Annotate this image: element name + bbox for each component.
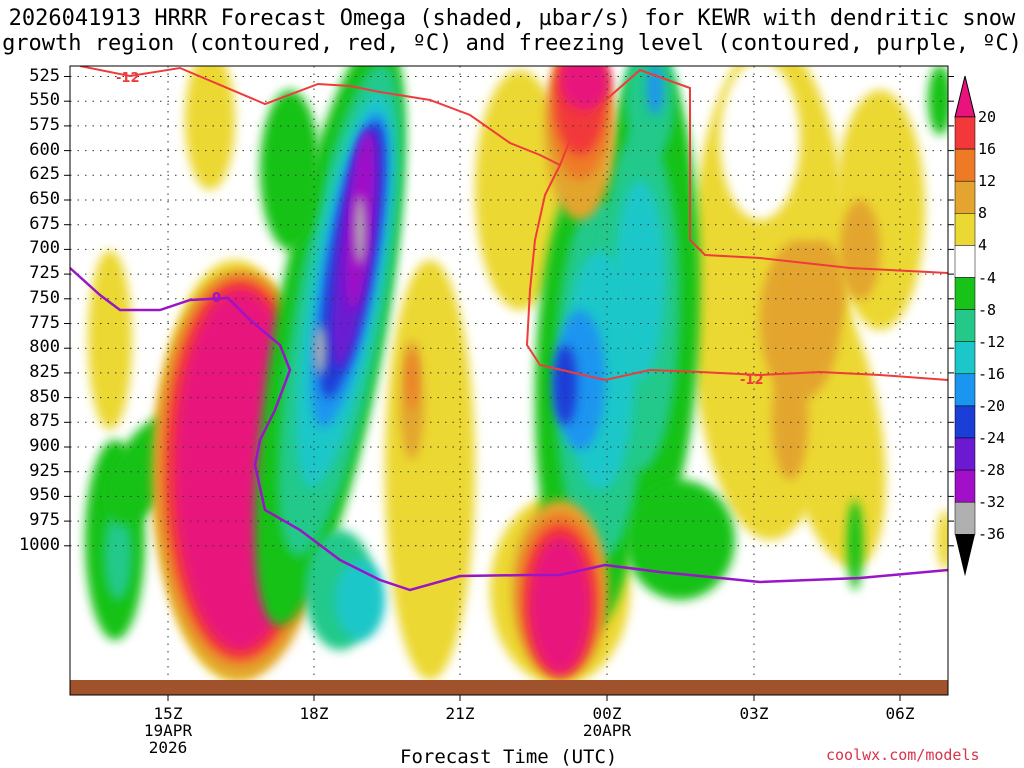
colorbar-label: 12 xyxy=(978,172,997,191)
omega-cell xyxy=(840,200,880,300)
y-tick-label: 750 xyxy=(29,287,60,308)
omega-cell xyxy=(185,66,235,190)
omega-cell xyxy=(647,66,663,115)
omega-cell xyxy=(104,510,132,600)
contour-lines xyxy=(70,66,948,592)
omega-max-cell xyxy=(530,537,590,673)
y-tick-label: 550 xyxy=(29,90,60,111)
omega-cell xyxy=(88,250,132,430)
dendritic-contour-label: -12 xyxy=(740,373,764,388)
x-tick-label: 21Z xyxy=(445,704,475,723)
dendritic-contour xyxy=(525,164,948,382)
colorbar-swatch xyxy=(954,373,976,407)
colorbar-label: 4 xyxy=(978,236,988,255)
title-line-1: 2026041913 HRRR Forecast Omega (shaded, … xyxy=(8,6,1016,31)
omega-shading xyxy=(85,66,948,685)
omega-cell xyxy=(625,480,735,600)
ground-surface xyxy=(70,680,948,695)
omega-cell xyxy=(937,510,948,570)
colorbar-label: 8 xyxy=(978,204,988,223)
omega-cell xyxy=(795,240,845,340)
y-tick-label: 700 xyxy=(29,238,60,259)
title-line-2: growth region (contoured, red, ºC) and f… xyxy=(2,31,1022,56)
y-tick-label: 650 xyxy=(29,189,60,209)
chart-title: 2026041913 HRRR Forecast Omega (shaded, … xyxy=(0,6,1024,56)
y-tick-label: 725 xyxy=(29,263,60,284)
y-tick-label: 675 xyxy=(29,213,60,234)
omega-cell xyxy=(928,66,948,135)
y-tick-label: 950 xyxy=(29,485,60,506)
colorbar-top-arrow xyxy=(954,75,976,118)
omega-cell xyxy=(335,560,385,640)
freezing-contour-label: 0 xyxy=(212,291,221,306)
dendritic-contour xyxy=(79,66,948,274)
plot-frame xyxy=(69,65,949,696)
y-tick-label: 975 xyxy=(29,510,60,531)
x-tick-label: 03Z xyxy=(739,704,769,723)
x-tick-date-label: 20APR xyxy=(582,721,632,740)
colorbar-label: 20 xyxy=(978,108,997,126)
colorbar-swatch xyxy=(954,405,976,439)
y-tick-label: 775 xyxy=(29,312,60,333)
colorbar-label: -16 xyxy=(978,364,1006,383)
dendritic-contour-label: -12 xyxy=(116,71,140,86)
omega-cell xyxy=(260,90,320,250)
omega-cell xyxy=(772,360,808,480)
omega-cell xyxy=(314,325,326,375)
colorbar-label: -20 xyxy=(978,396,1006,415)
x-tick-label: 15Z xyxy=(153,704,183,723)
y-tick-label: 575 xyxy=(29,114,60,135)
colorbar-swatch xyxy=(954,180,976,214)
y-tick-label: 625 xyxy=(29,164,60,185)
x-tick-label: 00Z xyxy=(592,704,622,723)
colorbar-label: -28 xyxy=(978,461,1006,480)
axis-ticks xyxy=(64,76,954,701)
colorbar-swatch xyxy=(954,213,976,246)
colorbar-label: -8 xyxy=(978,300,997,319)
colorbar-swatch xyxy=(954,501,976,535)
colorbar-swatch xyxy=(954,469,976,503)
y-tick-label: 900 xyxy=(29,436,60,456)
colorbar-label: -32 xyxy=(978,493,1006,512)
colorbar-label: 16 xyxy=(978,140,997,159)
x-tick-date-label: 19APR xyxy=(143,721,193,740)
omega-cell xyxy=(720,66,800,220)
x-tick-label: 18Z xyxy=(299,704,329,723)
y-tick-label: 525 xyxy=(29,65,60,86)
omega-cell xyxy=(553,345,577,425)
colorbar-swatch xyxy=(954,309,976,342)
y-tick-label: 850 xyxy=(29,386,60,407)
colorbar-swatch xyxy=(954,437,976,471)
y-tick-label: 1000 xyxy=(19,534,60,555)
y-tick-label: 925 xyxy=(29,460,60,481)
omega-cell xyxy=(354,195,366,265)
colorbar-bottom-arrow xyxy=(955,534,975,577)
colorbar xyxy=(954,75,976,577)
colorbar-label: -4 xyxy=(978,268,997,287)
credit-link[interactable]: coolwx.com/models xyxy=(826,746,980,764)
colorbar-swatch xyxy=(954,148,976,182)
colorbar-label: -24 xyxy=(978,429,1006,447)
colorbar-swatch xyxy=(954,116,976,150)
x-tick-date-label: 2026 xyxy=(148,738,188,757)
y-tick-label: 800 xyxy=(29,337,60,358)
x-axis-title: Forecast Time (UTC) xyxy=(400,746,618,768)
y-tick-label: 600 xyxy=(29,139,60,160)
omega-cell xyxy=(847,500,863,590)
omega-cell xyxy=(475,70,565,310)
omega-cell xyxy=(407,350,417,410)
freezing-level-contour xyxy=(70,267,948,592)
colorbar-swatch xyxy=(954,277,976,310)
colorbar-swatch xyxy=(954,341,976,375)
x-tick-label: 06Z xyxy=(885,704,915,723)
colorbar-label: -36 xyxy=(978,525,1006,544)
omega-cell xyxy=(615,180,665,380)
colorbar-swatch xyxy=(954,245,976,278)
y-tick-label: 825 xyxy=(29,361,60,382)
y-tick-label: 875 xyxy=(29,411,60,432)
colorbar-label: -12 xyxy=(978,332,1006,351)
